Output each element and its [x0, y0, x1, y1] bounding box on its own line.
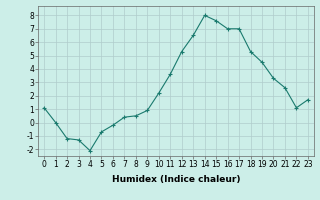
X-axis label: Humidex (Indice chaleur): Humidex (Indice chaleur)	[112, 175, 240, 184]
